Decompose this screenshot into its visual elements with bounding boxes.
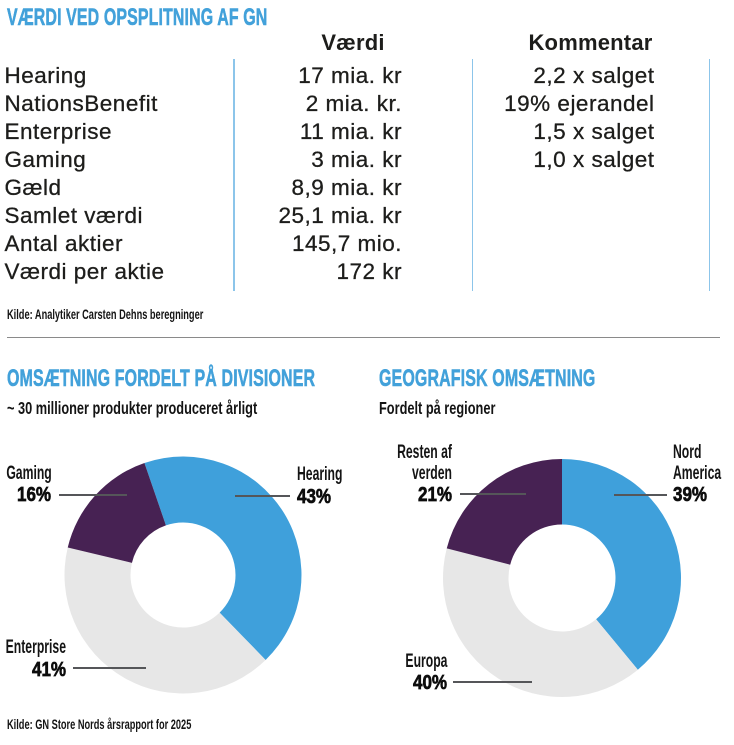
- label-enterprise: Enterprise 41%: [0, 637, 67, 682]
- footer-source-note: Kilde: GN Store Nords årsrapport for 202…: [7, 716, 286, 732]
- leader-line-resten-af-verden: [460, 493, 526, 495]
- donut-slice-nord-america: [562, 459, 681, 670]
- leader-line-gaming: [59, 494, 127, 496]
- slice-percent-label: 16%: [17, 483, 52, 507]
- table-row: Antal aktier 145,7 mio.: [0, 230, 734, 258]
- slice-percent-label: 41%: [31, 657, 67, 681]
- donut-slice-resten-af-verden: [446, 459, 562, 565]
- leader-line-enterprise: [73, 667, 146, 669]
- label-hearing: Hearing 43%: [297, 464, 368, 509]
- cell-label: NationsBenefit: [4, 91, 158, 116]
- slice-percent-label: 39%: [673, 483, 708, 507]
- donut-slice-europa: [443, 548, 638, 697]
- cell-label: Gaming: [4, 147, 87, 172]
- donut-slice-enterprise: [64, 547, 266, 694]
- label-gaming: Gaming 16%: [0, 462, 52, 508]
- table-divider-left: [233, 59, 235, 291]
- donut-slice-hearing: [144, 456, 302, 660]
- divisions-subtitle-text: ~ 30 millioner produkter produceret årli…: [7, 398, 258, 418]
- column-header-comment: Kommentar: [528, 30, 653, 55]
- table-row: Gæld 8,9 mia. kr: [0, 174, 734, 202]
- cell-label: Antal aktier: [4, 231, 124, 256]
- cell-value: 3 mia. kr: [311, 147, 402, 172]
- slice-name-label: Nord America: [673, 442, 722, 484]
- table-row: NationsBenefit 2 mia. kr. 19% ejerandel: [0, 90, 734, 118]
- table-row: Samlet værdi 25,1 mia. kr: [0, 202, 734, 230]
- cell-comment: [472, 230, 709, 258]
- slice-name-label: Hearing: [297, 464, 343, 485]
- cell-comment: 1,5 x salget: [533, 119, 655, 144]
- donut-slice-gaming: [67, 462, 166, 563]
- geography-section-title: GEOGRAFISK OMSÆTNING: [379, 364, 711, 393]
- geography-subtitle-text: Fordelt på regioner: [379, 398, 496, 418]
- cell-value: 11 mia. kr: [299, 119, 402, 144]
- leader-line-europa: [453, 681, 532, 683]
- label-europa: Europa 40%: [327, 650, 448, 696]
- cell-comment: [472, 258, 709, 286]
- cell-label: Gæld: [4, 175, 62, 200]
- cell-value: 2 mia. kr.: [305, 91, 402, 116]
- slice-name-label: Gaming: [6, 462, 52, 484]
- cell-comment: 2,2 x salget: [533, 63, 655, 88]
- cell-label: Samlet værdi: [4, 203, 144, 228]
- section-divider: [7, 336, 720, 339]
- cell-label: Værdi per aktie: [4, 259, 165, 284]
- table-row: Enterprise 11 mia. kr 1,5 x salget: [0, 118, 734, 146]
- valuation-table: Hearing 17 mia. kr 2,2 x salget NationsBene…: [0, 62, 734, 286]
- cell-value: 8,9 mia. kr: [291, 175, 402, 200]
- label-nord-america: Nord America 39%: [673, 442, 734, 508]
- divisions-title-text: OMSÆTNING FORDELT PÅ DIVISIONER: [7, 364, 316, 392]
- cell-value: 17 mia. kr: [298, 63, 402, 88]
- page-title-text: VÆRDI VED OPSPLITNING AF GN: [7, 4, 268, 32]
- page-title: VÆRDI VED OPSPLITNING AF GN: [7, 4, 408, 32]
- cell-value: 25,1 mia. kr: [278, 203, 402, 228]
- leader-line-nord-america: [614, 494, 667, 496]
- slice-percent-label: 40%: [412, 671, 448, 695]
- cell-comment: 1,0 x salget: [533, 147, 655, 172]
- table-divider-middle: [471, 59, 473, 291]
- geography-section-subtitle: Fordelt på regioner: [379, 398, 538, 419]
- divisions-section-subtitle: ~ 30 millioner produkter produceret årli…: [7, 398, 350, 419]
- table-divider-right: [708, 59, 710, 291]
- footer-source-text: Kilde: GN Store Nords årsrapport for 202…: [7, 716, 192, 732]
- table-row: Gaming 3 mia. kr 1,0 x salget: [0, 146, 734, 174]
- slice-name-label: Enterprise: [5, 637, 66, 658]
- cell-value: 145,7 mio.: [291, 231, 402, 256]
- divisions-section-title: OMSÆTNING FORDELT PÅ DIVISIONER: [7, 364, 480, 393]
- table-source-text: Kilde: Analytiker Carsten Dehns beregnin…: [7, 306, 204, 322]
- column-header-value: Værdi: [321, 30, 385, 55]
- cell-comment: [472, 174, 709, 202]
- table-row: Hearing 17 mia. kr 2,2 x salget: [0, 62, 734, 90]
- label-resten-af-verden: Resten af verden 21%: [312, 442, 453, 508]
- divisions-donut-chart: [64, 456, 302, 694]
- geography-title-text: GEOGRAFISK OMSÆTNING: [379, 364, 596, 392]
- cell-value: 172 kr: [336, 259, 402, 284]
- cell-comment: 19% ejerandel: [504, 91, 655, 116]
- cell-label: Hearing: [4, 63, 87, 88]
- table-source-note: Kilde: Analytiker Carsten Dehns beregnin…: [7, 306, 304, 322]
- slice-name-label: Europa: [404, 650, 447, 672]
- leader-line-hearing: [235, 495, 290, 497]
- slice-percent-label: 43%: [297, 484, 332, 508]
- slice-name-label: Resten af verden: [397, 442, 452, 484]
- geography-donut-chart: [443, 459, 681, 697]
- cell-label: Enterprise: [4, 119, 113, 144]
- cell-comment: [472, 202, 709, 230]
- slice-percent-label: 21%: [417, 483, 453, 507]
- table-row: Værdi per aktie 172 kr: [0, 258, 734, 286]
